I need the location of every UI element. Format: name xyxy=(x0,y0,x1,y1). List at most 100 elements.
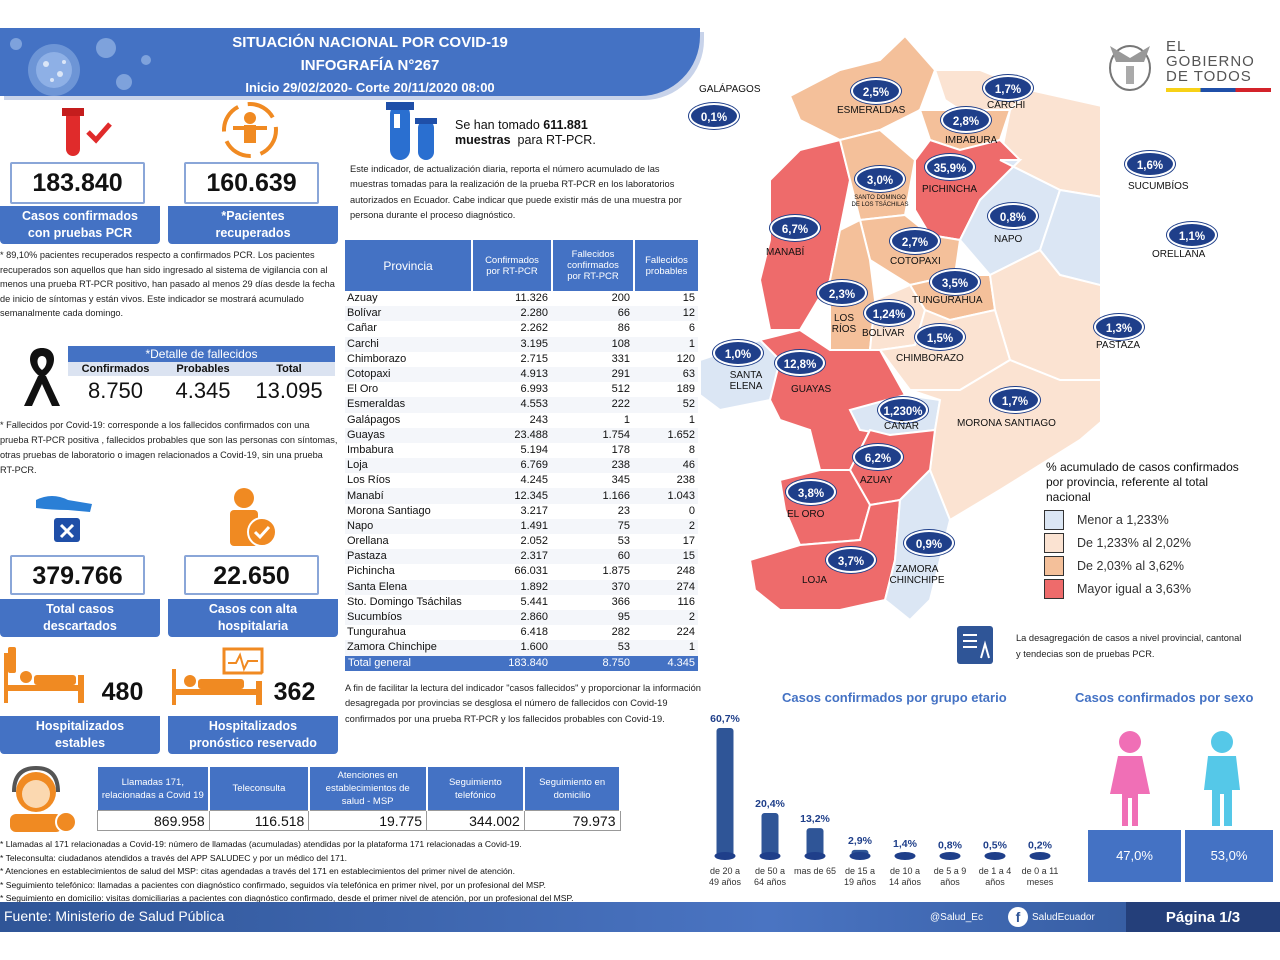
table-row: Galápagos 243 1 1 xyxy=(345,412,698,428)
footer-facebook[interactable]: SaludEcuador xyxy=(1032,912,1095,923)
map-pct-bubble: 6,2% xyxy=(853,444,903,470)
province-value: 2.860 xyxy=(473,609,551,626)
age-bar-label: 2,9% xyxy=(848,835,873,847)
province-name: Azuay xyxy=(345,291,473,307)
confirmed-value: 183.840 xyxy=(10,162,145,204)
table-row: Pichincha 66.031 1.875 248 xyxy=(345,564,698,580)
province-name: Santa Elena xyxy=(345,579,473,595)
table-row: Sucumbíos 2.860 95 2 xyxy=(345,609,698,626)
map-province-label: CHIMBORAZO xyxy=(896,353,964,364)
map-province-label: GUAYAS xyxy=(791,384,832,395)
map-province-label: LOS RÍOS xyxy=(831,313,857,335)
province-value: 1 xyxy=(633,336,698,352)
phone-value: 79.973 xyxy=(523,810,621,831)
footer-page: Página 1/3 xyxy=(1126,902,1280,932)
province-value: 1.166 xyxy=(551,488,633,504)
age-bar-label: 0,5% xyxy=(983,840,1008,852)
age-category-label: de 15 a 19 años xyxy=(844,866,877,887)
legend-label: De 2,03% al 3,62% xyxy=(1077,558,1185,573)
province-value: 4.245 xyxy=(473,473,551,489)
recovered-value: 160.639 xyxy=(184,162,319,204)
phone-note: * Llamadas al 171 relacionadas a Covid-1… xyxy=(0,839,522,849)
map-pct-bubble: 0,1% xyxy=(689,103,739,129)
phone-header: Seguimiento en domicilio xyxy=(524,767,621,811)
samples-value: 611.881 xyxy=(543,118,588,132)
table-row: Sto. Domingo Tsáchilas 5.441 366 116 xyxy=(345,594,698,610)
map-province-label: PASTAZA xyxy=(1096,340,1141,351)
province-value: 222 xyxy=(551,397,633,413)
deaths-probable: 4.345 xyxy=(175,378,231,403)
confirmed-label: Casos confirmados con pruebas PCR xyxy=(0,206,160,244)
map-pct-bubble: 1,0% xyxy=(713,340,763,366)
age-bar-label: 60,7% xyxy=(710,713,740,725)
age-bar-base xyxy=(1029,852,1051,860)
province-name: Napo xyxy=(345,518,473,534)
header-title: SITUACIÓN NACIONAL POR COVID-19 xyxy=(232,34,508,51)
map-pct-bubble: 6,7% xyxy=(770,215,820,241)
map-province-label: SUCUMBÍOS xyxy=(1128,181,1189,192)
province-value: 60 xyxy=(551,549,633,565)
table-row: Pastaza 2.317 60 15 xyxy=(345,549,698,565)
province-value: 2.280 xyxy=(473,306,551,322)
map-pct-bubble: 3,7% xyxy=(826,547,876,573)
province-name: Chimborazo xyxy=(345,351,473,367)
table-row: Cañar 2.262 86 6 xyxy=(345,321,698,337)
table-row: Carchi 3.195 108 1 xyxy=(345,336,698,352)
province-value: 366 xyxy=(551,594,633,610)
map-province-label: TUNGURAHUA xyxy=(912,295,983,306)
discarded-label: Total casos descartados xyxy=(0,599,160,637)
map-pct-bubble: 2,5% xyxy=(851,78,901,104)
age-category-label: de 5 a 9 años xyxy=(934,866,967,887)
province-value: 3.217 xyxy=(473,503,551,519)
map-pct-bubble: 0,9% xyxy=(904,530,954,556)
phone-notes: * Llamadas al 171 relacionadas a Covid-1… xyxy=(0,838,700,906)
discarded-value: 379.766 xyxy=(10,555,145,595)
province-value: 75 xyxy=(551,518,633,534)
age-bar-label: 1,4% xyxy=(893,838,918,850)
province-value: 17 xyxy=(633,534,698,550)
map-province-label: CAÑAR xyxy=(884,421,920,432)
hospital-bed-icon xyxy=(4,647,84,703)
legend-swatch xyxy=(1044,578,1064,599)
province-name: Tungurahua xyxy=(345,625,473,641)
province-value: 23.488 xyxy=(473,427,551,443)
province-value: 1 xyxy=(633,412,698,428)
footer-twitter[interactable]: @Salud_Ec xyxy=(930,912,983,923)
province-value: 2.317 xyxy=(473,549,551,565)
map-pct-bubble: 1,6% xyxy=(1125,151,1175,177)
table-row: Guayas 23.488 1.754 1.652 xyxy=(345,427,698,443)
map-province-label: SANTO DOMINGO DE LOS TSÁCHILAS xyxy=(851,195,909,208)
province-value: 282 xyxy=(551,625,633,641)
province-value: 1.043 xyxy=(633,488,698,504)
age-bar-base xyxy=(894,852,916,860)
phone-header: Llamadas 171, relacionadas a Covid 19 xyxy=(97,767,211,811)
province-table: Provincia Confirmados por RT-PCR Falleci… xyxy=(345,240,698,671)
province-value: 6.418 xyxy=(473,625,551,641)
virus-graphic xyxy=(6,30,166,96)
map-province-label: ZAMORA CHINCHIPE xyxy=(889,564,945,586)
map-pct-bubble: 35,9% xyxy=(925,154,975,180)
phone-header: Teleconsulta xyxy=(209,767,310,811)
age-category-label: de 50 a 64 años xyxy=(754,866,787,887)
province-name: Pastaza xyxy=(345,549,473,565)
province-value: 6.769 xyxy=(473,458,551,474)
age-category-label: de 0 a 11 meses xyxy=(1022,866,1059,887)
hosp-reserved-value: 362 xyxy=(262,673,327,713)
age-bar xyxy=(761,812,779,856)
table-row: El Oro 6.993 512 189 xyxy=(345,382,698,398)
age-bar-base xyxy=(849,852,871,860)
legend-item: Menor a 1,233% xyxy=(1044,508,1191,531)
map-legend: Menor a 1,233% De 1,233% al 2,02% De 2,03%… xyxy=(1044,508,1191,600)
province-value: 1 xyxy=(633,640,698,656)
age-bar xyxy=(716,728,734,856)
male-pct: 53,0% xyxy=(1185,830,1273,882)
age-bar-label: 20,4% xyxy=(755,798,785,810)
province-name: Pichincha xyxy=(345,564,473,580)
header-subtitle: Inicio 29/02/2020- Corte 20/11/2020 08:0… xyxy=(245,80,495,95)
table-row: Loja 6.769 238 46 xyxy=(345,458,698,474)
map-pct-bubble: 1,24% xyxy=(864,300,914,326)
hosp-reserved-label: Hospitalizados pronóstico reservado xyxy=(168,716,338,754)
map-pct-bubble: 2,8% xyxy=(941,107,991,133)
province-value: 2 xyxy=(633,609,698,626)
age-bar xyxy=(806,828,824,856)
